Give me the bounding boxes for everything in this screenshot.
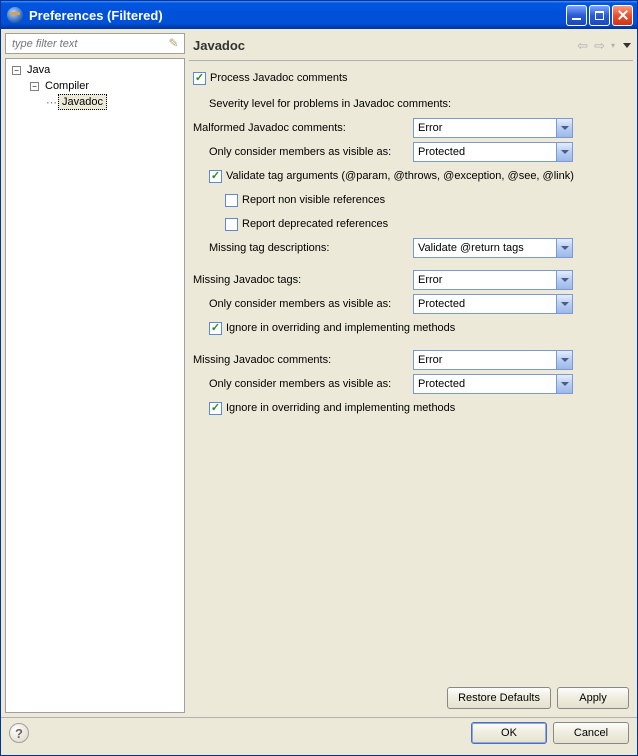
page-body: Process Javadoc comments Severity level … [189,61,633,683]
tree-label: Java [24,63,53,77]
page-menu-icon[interactable] [623,43,631,48]
minimize-button[interactable] [566,5,587,26]
report-deprecated-checkbox[interactable]: Report deprecated references [193,213,629,235]
malformed-comments-row: Malformed Javadoc comments: Error [193,117,629,139]
missing-tags-visibility-select[interactable]: Protected [413,294,573,314]
forward-chevron-icon: ▾ [611,41,615,50]
malformed-comments-select[interactable]: Error [413,118,573,138]
malformed-visibility-select[interactable]: Protected [413,142,573,162]
select-value: Error [414,354,556,366]
select-value: Protected [414,146,556,158]
checkbox-label: Validate tag arguments (@param, @throws,… [226,170,574,182]
ok-button[interactable]: OK [471,722,547,744]
chevron-down-icon[interactable] [556,119,572,137]
chevron-down-icon[interactable] [556,271,572,289]
checkbox-label: Report non visible references [242,194,385,206]
back-icon[interactable]: ⇦ [577,38,588,54]
select-value: Protected [414,378,556,390]
missing-tags-select[interactable]: Error [413,270,573,290]
missing-tag-descriptions-select[interactable]: Validate @return tags [413,238,573,258]
filter-input[interactable] [10,37,167,51]
chevron-down-icon[interactable] [556,351,572,369]
report-nonvisible-checkbox[interactable]: Report non visible references [193,189,629,211]
page-title: Javadoc [193,38,571,53]
checkbox-icon[interactable] [193,72,206,85]
page-header: Javadoc ⇦ ⇨ ▾ [189,33,633,61]
clear-filter-icon[interactable]: ✎ [167,37,180,50]
tree-leaf-icon: ⋯ [46,96,56,109]
tree-toggle-icon[interactable]: − [12,66,21,75]
missing-tag-descriptions-row: Missing tag descriptions: Validate @retu… [193,237,629,259]
select-value: Protected [414,298,556,310]
filter-box[interactable]: ✎ [5,33,185,54]
chevron-down-icon[interactable] [556,239,572,257]
select-value: Error [414,274,556,286]
page-button-row: Restore Defaults Apply [189,683,633,713]
missing-comments-select[interactable]: Error [413,350,573,370]
tree-item-javadoc[interactable]: ⋯ Javadoc [8,94,182,110]
checkbox-label: Report deprecated references [242,218,388,230]
missing-comments-ignore-override-checkbox[interactable]: Ignore in overriding and implementing me… [193,397,629,419]
missing-comments-visibility-select[interactable]: Protected [413,374,573,394]
window-title: Preferences (Filtered) [29,8,564,23]
select-value: Validate @return tags [414,242,556,254]
checkbox-label: Ignore in overriding and implementing me… [226,322,455,334]
checkbox-icon[interactable] [225,194,238,207]
select-value: Error [414,122,556,134]
title-bar: Preferences (Filtered) [1,1,637,29]
checkbox-icon[interactable] [209,402,222,415]
bottom-bar: ? OK Cancel [1,717,637,750]
main-pane: Javadoc ⇦ ⇨ ▾ Process Javadoc comments S… [189,33,633,713]
forward-icon[interactable]: ⇨ [594,38,605,54]
app-icon [7,7,23,23]
heading-text: Severity level for problems in Javadoc c… [209,98,451,110]
cancel-button[interactable]: Cancel [553,722,629,744]
client-area: ✎ − Java − Compiler ⋯ Javadoc Javadoc ⇦ … [1,29,637,717]
field-label: Only consider members as visible as: [209,146,413,158]
missing-comments-visibility-row: Only consider members as visible as: Pro… [193,373,629,395]
checkbox-icon[interactable] [209,322,222,335]
chevron-down-icon[interactable] [556,375,572,393]
chevron-down-icon[interactable] [556,143,572,161]
missing-tags-ignore-override-checkbox[interactable]: Ignore in overriding and implementing me… [193,317,629,339]
field-label: Missing tag descriptions: [209,242,413,254]
severity-heading: Severity level for problems in Javadoc c… [193,93,629,115]
preferences-tree[interactable]: − Java − Compiler ⋯ Javadoc [5,58,185,713]
checkbox-icon[interactable] [225,218,238,231]
missing-tags-row: Missing Javadoc tags: Error [193,269,629,291]
tree-item-compiler[interactable]: − Compiler [8,78,182,94]
tree-label: Javadoc [58,94,107,110]
checkbox-label: Ignore in overriding and implementing me… [226,402,455,414]
field-label: Only consider members as visible as: [209,378,413,390]
tree-label: Compiler [42,79,92,93]
chevron-down-icon[interactable] [556,295,572,313]
sidebar: ✎ − Java − Compiler ⋯ Javadoc [5,33,185,713]
checkbox-icon[interactable] [209,170,222,183]
checkbox-label: Process Javadoc comments [210,72,348,84]
field-label: Malformed Javadoc comments: [193,122,413,134]
apply-button[interactable]: Apply [557,687,629,709]
close-button[interactable] [612,5,633,26]
missing-tags-visibility-row: Only consider members as visible as: Pro… [193,293,629,315]
restore-defaults-button[interactable]: Restore Defaults [447,687,551,709]
maximize-button[interactable] [589,5,610,26]
field-label: Only consider members as visible as: [209,298,413,310]
field-label: Missing Javadoc comments: [193,354,413,366]
tree-item-java[interactable]: − Java [8,62,182,78]
missing-comments-row: Missing Javadoc comments: Error [193,349,629,371]
malformed-visibility-row: Only consider members as visible as: Pro… [193,141,629,163]
validate-tag-arguments-checkbox[interactable]: Validate tag arguments (@param, @throws,… [193,165,629,187]
help-icon[interactable]: ? [9,723,29,743]
tree-toggle-icon[interactable]: − [30,82,39,91]
process-javadoc-comments-checkbox[interactable]: Process Javadoc comments [193,67,629,89]
field-label: Missing Javadoc tags: [193,274,413,286]
